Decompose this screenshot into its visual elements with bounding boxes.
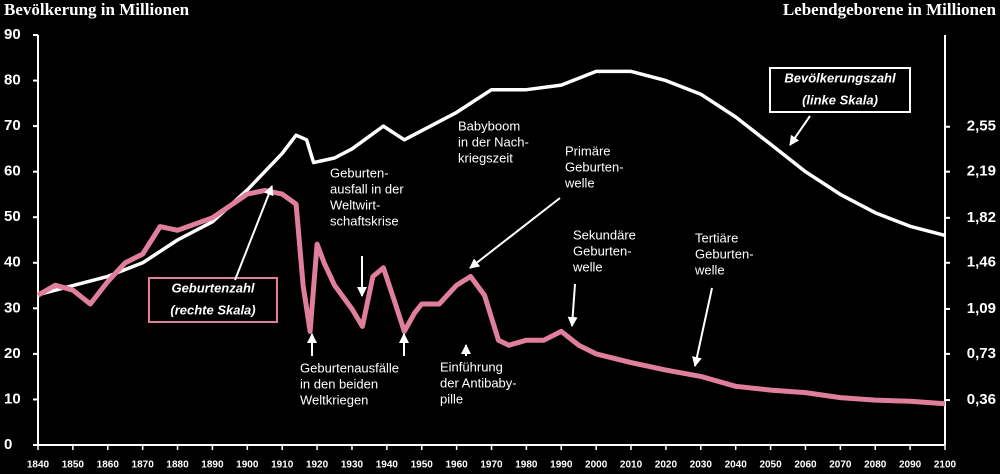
annotation: ausfall in der (330, 181, 404, 196)
x-tick-label: 2050 (759, 460, 782, 471)
x-tick-label: 1940 (376, 460, 399, 471)
x-tick-label: 1870 (132, 460, 155, 471)
x-tick-label: 2040 (725, 460, 748, 471)
y-tick-label: 60 (4, 163, 21, 180)
x-tick-label: 2000 (585, 460, 608, 471)
annotation: Geburten- (330, 165, 389, 180)
x-tick-label: 1920 (306, 460, 329, 471)
y-tick-label: 90 (4, 26, 21, 43)
x-tick-label: 1880 (166, 460, 189, 471)
annotation-arrow (692, 287, 713, 367)
y-tick-label: 0 (4, 436, 12, 453)
annotation: Babyboom (458, 118, 520, 133)
annotation: Bevölkerungszahl (784, 70, 896, 85)
annotation-arrow (567, 283, 578, 327)
y2-tick-label: 0,36 (967, 391, 996, 408)
x-tick-label: 2010 (620, 460, 643, 471)
x-tick-label: 1990 (550, 460, 573, 471)
y-tick-label: 10 (4, 390, 21, 407)
x-tick-label: 2080 (864, 460, 887, 471)
y-axis-title: Bevölkerung in Millionen (4, 0, 190, 19)
y2-tick-label: 1,09 (967, 300, 996, 317)
annotation: Weltkriegen (300, 392, 368, 407)
annotation: Geburtenzahl (171, 280, 254, 295)
x-tick-label: 1890 (201, 460, 224, 471)
y2-tick-label: 1,82 (967, 209, 996, 226)
x-tick-label: 1970 (480, 460, 503, 471)
annotation: Primäre (565, 143, 611, 158)
x-tick-label: 2060 (794, 460, 817, 471)
x-tick-label: 2070 (829, 460, 852, 471)
x-tick-label: 1910 (271, 460, 294, 471)
annotation: Weltwirt- (330, 197, 380, 212)
annotation: welle (564, 175, 595, 190)
annotation: Geburten- (565, 159, 624, 174)
y-tick-label: 50 (4, 208, 21, 225)
x-tick-label: 2020 (655, 460, 678, 471)
annotation-arrow (469, 197, 561, 269)
x-tick-label: 1930 (341, 460, 364, 471)
annotation: in der Nach- (458, 134, 529, 149)
annotation: Sekundäre (573, 227, 636, 242)
annotation-box (148, 277, 278, 323)
annotation: (linke Skala) (802, 92, 878, 107)
annotation: Einführung (440, 359, 503, 374)
x-tick-label: 1960 (445, 460, 468, 471)
x-tick-label: 2090 (899, 460, 922, 471)
y2-tick-label: 2,55 (967, 118, 996, 135)
series-line (37, 69, 946, 297)
annotation: Geburten- (695, 246, 754, 261)
series-line (36, 187, 946, 407)
annotation: Tertiäre (695, 230, 738, 245)
annotation: schaftskrise (330, 213, 399, 228)
annotation-arrow (234, 185, 274, 281)
y2-tick-label: 0,73 (967, 345, 996, 362)
annotation: Geburtenausfälle (300, 360, 399, 375)
annotation-arrow (789, 115, 811, 146)
annotation: Geburten- (573, 243, 632, 258)
y-tick-label: 40 (4, 254, 21, 271)
annotation: kriegszeit (458, 150, 513, 165)
annotation: der Antibaby- (440, 375, 517, 390)
y2-tick-label: 1,46 (967, 254, 996, 271)
y-tick-label: 80 (4, 72, 21, 89)
annotation: in den beiden (300, 376, 378, 391)
x-tick-label: 2100 (934, 460, 957, 471)
y-tick-label: 20 (4, 345, 21, 362)
x-tick-label: 1950 (411, 460, 434, 471)
x-tick-label: 1980 (515, 460, 538, 471)
annotation: welle (694, 262, 725, 277)
y2-tick-label: 2,19 (967, 163, 996, 180)
annotation: (rechte Skala) (170, 302, 255, 317)
y-tick-label: 30 (4, 299, 21, 316)
x-tick-label: 2030 (690, 460, 713, 471)
annotation: welle (572, 259, 603, 274)
annotation: pille (440, 391, 463, 406)
annotation-box (769, 67, 911, 113)
y2-axis-title: Lebendgeborene in Millionen (783, 0, 997, 19)
x-tick-label: 1850 (62, 460, 85, 471)
x-tick-label: 1900 (236, 460, 259, 471)
x-tick-label: 1840 (27, 460, 50, 471)
y-tick-label: 70 (4, 117, 21, 134)
x-tick-label: 1860 (97, 460, 120, 471)
